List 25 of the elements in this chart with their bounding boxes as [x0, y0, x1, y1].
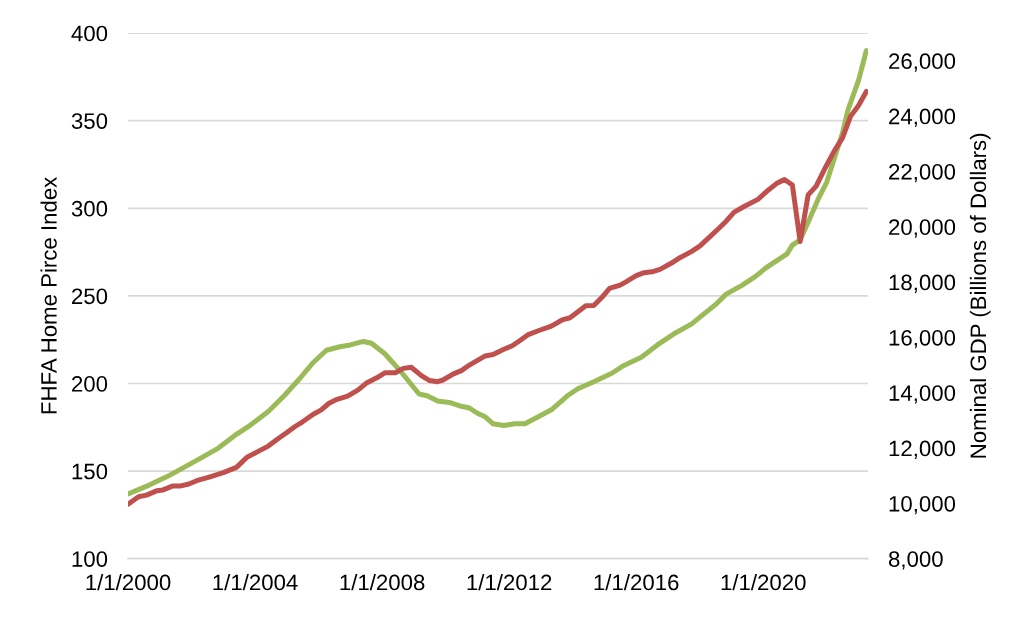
- y2-tick-label: 12,000: [889, 440, 956, 459]
- y-tick-label: 400: [71, 25, 108, 42]
- y2-tick-label: 8,000: [888, 551, 943, 570]
- x-tick-label: 1/1/2012: [467, 573, 552, 591]
- y2-tick-label: 24,000: [889, 108, 956, 127]
- y2-tick-label: 16,000: [889, 329, 956, 349]
- x-tick-label: 1/1/2008: [340, 573, 425, 591]
- y-tick-label: 250: [72, 288, 108, 305]
- y2-tick-label: 10,000: [889, 495, 956, 515]
- y-axis-title: FHFA Home Pirce Index: [40, 176, 57, 414]
- y-tick-label: 100: [72, 551, 108, 567]
- y2-tick-label: 20,000: [889, 219, 956, 238]
- y-tick-label: 200: [72, 376, 108, 392]
- y-tick-label: 300: [71, 200, 108, 217]
- x-tick-label: 1/1/2000: [86, 573, 171, 591]
- y2-tick-label: 18,000: [889, 274, 956, 293]
- x-tick-label: 1/1/2020: [721, 573, 806, 591]
- x-tick-label: 1/1/2016: [594, 573, 679, 591]
- y2-tick-label: 26,000: [889, 53, 956, 72]
- x-tick-label: 1/1/2004: [213, 573, 298, 591]
- y-tick-label: 150: [72, 463, 108, 480]
- y2-axis-title: Nominal GDP (Billions of Dollars): [969, 133, 991, 458]
- y2-tick-label: 14,000: [889, 385, 956, 404]
- y-tick-label: 350: [71, 113, 108, 129]
- y2-tick-label: 22,000: [889, 163, 956, 183]
